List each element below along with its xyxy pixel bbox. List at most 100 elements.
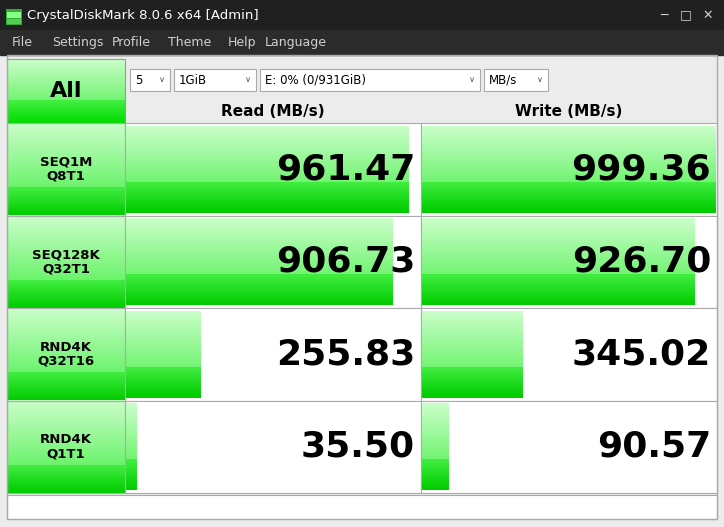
Bar	[422, 143, 716, 145]
Bar	[7, 193, 125, 195]
Bar	[7, 389, 125, 391]
Bar	[126, 202, 408, 204]
Bar	[126, 208, 408, 210]
Bar	[422, 190, 716, 192]
Bar	[126, 280, 392, 282]
Bar	[7, 62, 125, 64]
Bar	[422, 175, 716, 178]
Bar	[126, 207, 408, 209]
Bar	[422, 261, 694, 264]
Bar	[126, 417, 137, 419]
Bar	[7, 73, 125, 74]
Bar	[422, 392, 523, 394]
Bar	[422, 471, 449, 473]
Bar	[7, 116, 125, 118]
Bar	[7, 100, 125, 102]
Bar	[126, 392, 201, 394]
Bar	[7, 121, 125, 123]
Bar	[126, 471, 137, 473]
Bar	[422, 278, 694, 281]
Bar	[7, 439, 125, 441]
Bar	[125, 123, 421, 216]
Bar	[7, 378, 125, 380]
Bar	[7, 101, 125, 103]
Bar	[7, 152, 125, 154]
Bar	[126, 378, 201, 380]
Bar	[126, 278, 392, 281]
Bar	[7, 448, 125, 451]
Bar	[7, 433, 125, 436]
Bar	[7, 480, 125, 482]
Bar	[7, 300, 125, 302]
Text: 999.36: 999.36	[571, 152, 711, 186]
Bar	[7, 385, 125, 387]
Bar	[126, 321, 201, 323]
Text: All: All	[50, 81, 83, 101]
Bar	[7, 104, 125, 106]
Bar	[7, 80, 125, 82]
Bar	[7, 372, 125, 375]
Bar	[422, 186, 716, 188]
Bar	[126, 434, 137, 436]
Bar	[484, 69, 548, 91]
Bar	[126, 160, 408, 162]
Bar	[7, 396, 125, 398]
Bar	[7, 191, 125, 193]
Bar	[7, 295, 125, 297]
Bar	[422, 162, 716, 164]
Bar	[422, 344, 523, 346]
Bar	[126, 347, 201, 349]
Bar	[126, 483, 137, 486]
Bar	[126, 481, 137, 483]
Bar	[422, 244, 694, 246]
Bar	[422, 375, 523, 377]
Bar	[126, 467, 137, 469]
Bar	[126, 141, 408, 143]
Bar	[126, 202, 408, 204]
Bar	[126, 298, 392, 301]
Bar	[422, 131, 716, 133]
Bar	[126, 377, 201, 379]
Bar	[422, 252, 694, 255]
Bar	[422, 294, 694, 296]
Bar	[7, 370, 125, 373]
Bar	[7, 64, 125, 65]
Bar	[7, 417, 125, 419]
Bar	[7, 261, 125, 264]
Bar	[422, 155, 716, 157]
Bar	[126, 190, 408, 192]
Bar	[7, 19, 21, 24]
Bar	[7, 91, 125, 92]
Bar	[422, 371, 523, 373]
Bar	[422, 469, 449, 471]
Bar	[126, 136, 408, 138]
Bar	[7, 161, 125, 164]
Bar	[7, 213, 125, 216]
Bar	[7, 176, 125, 179]
Bar	[7, 226, 125, 228]
Bar	[126, 200, 408, 202]
Bar	[126, 282, 392, 285]
Bar	[126, 474, 137, 476]
Bar	[126, 415, 137, 417]
Bar	[126, 394, 201, 396]
Bar	[126, 440, 137, 442]
Bar	[7, 348, 125, 350]
Bar	[422, 461, 449, 464]
Bar	[7, 394, 125, 397]
Bar	[126, 375, 201, 377]
Bar	[7, 446, 125, 448]
Bar	[7, 156, 125, 158]
Bar	[7, 109, 125, 110]
Bar	[7, 165, 125, 168]
Bar	[126, 153, 408, 155]
Bar	[126, 418, 137, 421]
Bar	[7, 387, 125, 389]
Bar	[7, 225, 125, 227]
Bar	[7, 487, 125, 489]
Bar	[126, 287, 392, 289]
Bar	[422, 331, 523, 334]
Bar	[7, 382, 125, 384]
Bar	[7, 280, 125, 282]
Bar	[7, 365, 125, 367]
